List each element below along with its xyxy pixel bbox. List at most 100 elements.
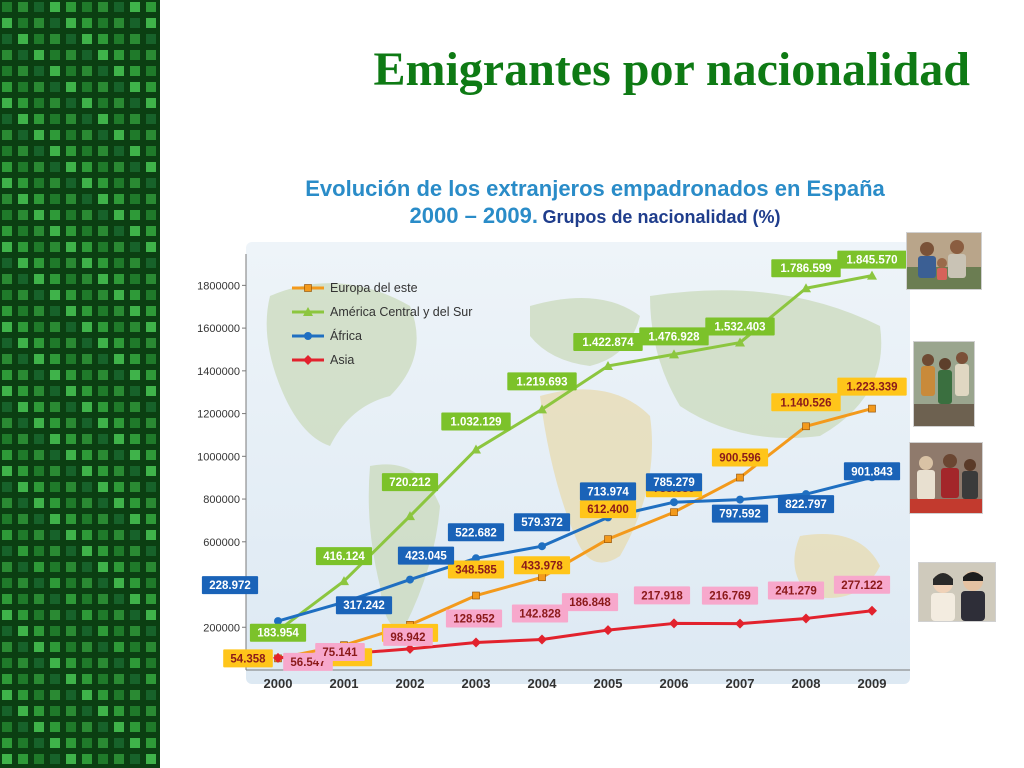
data-label-europa: 54.358 (230, 653, 266, 665)
pattern-tile (130, 34, 140, 44)
data-label-africa: 423.045 (405, 551, 447, 563)
data-label-america: 1.422.874 (582, 337, 634, 349)
pattern-tile (98, 402, 108, 412)
pattern-tile (114, 706, 124, 716)
pattern-tile (130, 562, 140, 572)
pattern-tile (82, 322, 92, 332)
legend-marker-america (303, 307, 313, 316)
pattern-tile (66, 354, 76, 364)
pattern-tile (130, 370, 140, 380)
data-point-africa (538, 542, 546, 551)
data-point-europa (868, 404, 876, 413)
pattern-tile (130, 418, 140, 428)
pattern-tile (2, 338, 12, 348)
data-label-africa: 579.372 (521, 517, 563, 529)
pattern-tile (114, 178, 124, 188)
pattern-tile (114, 674, 124, 684)
pattern-tile (98, 290, 108, 300)
data-label-america: 183.954 (257, 628, 299, 640)
legend-label-europa: Europa del este (330, 281, 418, 295)
legend-label-africa: África (330, 328, 362, 343)
pattern-tile (130, 594, 140, 604)
pattern-tile (18, 178, 28, 188)
pattern-tile (66, 338, 76, 348)
pattern-tile (114, 354, 124, 364)
data-point-asia (405, 643, 415, 654)
pattern-tile (50, 754, 60, 764)
pattern-tile (34, 434, 44, 444)
pattern-tile (114, 258, 124, 268)
x-tick-label: 2009 (858, 676, 887, 691)
pattern-tile (2, 290, 12, 300)
pattern-tile (82, 130, 92, 140)
pattern-tile (114, 370, 124, 380)
data-label-box-africa (397, 546, 455, 565)
pattern-tile (50, 50, 60, 60)
pattern-tile (18, 82, 28, 92)
x-tick-label: 2004 (528, 676, 558, 691)
pattern-tile (82, 162, 92, 172)
pattern-tile (18, 562, 28, 572)
pattern-tile (34, 386, 44, 396)
pattern-tile (98, 50, 108, 60)
data-label-africa: 317.242 (343, 600, 385, 612)
pattern-tile (82, 514, 92, 524)
pattern-tile (98, 82, 108, 92)
pattern-tile (146, 18, 156, 28)
data-label-box-america (249, 623, 307, 642)
pattern-tile (50, 722, 60, 732)
pattern-tile (50, 274, 60, 284)
pattern-tile (130, 738, 140, 748)
data-point-asia (735, 618, 745, 629)
pattern-tile (50, 210, 60, 220)
pattern-tile (82, 242, 92, 252)
pattern-tile (98, 418, 108, 428)
x-tick-label: 2001 (330, 676, 359, 691)
pattern-tile (34, 754, 44, 764)
series-line-asia (277, 609, 873, 660)
y-tick-label: 1400000 (197, 366, 240, 378)
pattern-tile (82, 722, 92, 732)
pattern-tile (130, 290, 140, 300)
pattern-tile (146, 434, 156, 444)
pattern-tile (50, 466, 60, 476)
pattern-tile (50, 98, 60, 108)
data-label-box-america (705, 317, 775, 336)
pattern-tile (34, 242, 44, 252)
pattern-tile (66, 626, 76, 636)
data-label-asia: 75.141 (322, 647, 358, 659)
pattern-tile (114, 738, 124, 748)
pattern-tile (2, 626, 12, 636)
pattern-tile (50, 34, 60, 44)
pattern-tile (82, 82, 92, 92)
pattern-tile (114, 210, 124, 220)
pattern-tile (114, 82, 124, 92)
pattern-tile (50, 370, 60, 380)
pattern-tile (146, 530, 156, 540)
pattern-tile (34, 722, 44, 732)
pattern-tile (146, 594, 156, 604)
data-label-america: 1.845.570 (846, 255, 897, 267)
chart-heading: Evolución de los extranjeros empadronado… (200, 176, 990, 230)
pattern-tile (2, 562, 12, 572)
pattern-tile (2, 530, 12, 540)
data-label-asia: 186.848 (569, 597, 611, 609)
pattern-tile (130, 82, 140, 92)
pattern-tile (114, 306, 124, 316)
pattern-tile (50, 434, 60, 444)
pattern-tile (50, 226, 60, 236)
pattern-tile (146, 274, 156, 284)
pattern-tile (146, 402, 156, 412)
pattern-tile (34, 226, 44, 236)
data-label-asia: 216.769 (709, 591, 751, 603)
pattern-tile (146, 322, 156, 332)
pattern-tile (34, 258, 44, 268)
pattern-tile (18, 674, 28, 684)
pattern-tile (114, 226, 124, 236)
pattern-tile (66, 178, 76, 188)
pattern-tile (98, 514, 108, 524)
pattern-tile (130, 402, 140, 412)
pattern-tile (98, 338, 108, 348)
couple-photo-icon (918, 562, 996, 622)
pattern-tile (146, 258, 156, 268)
